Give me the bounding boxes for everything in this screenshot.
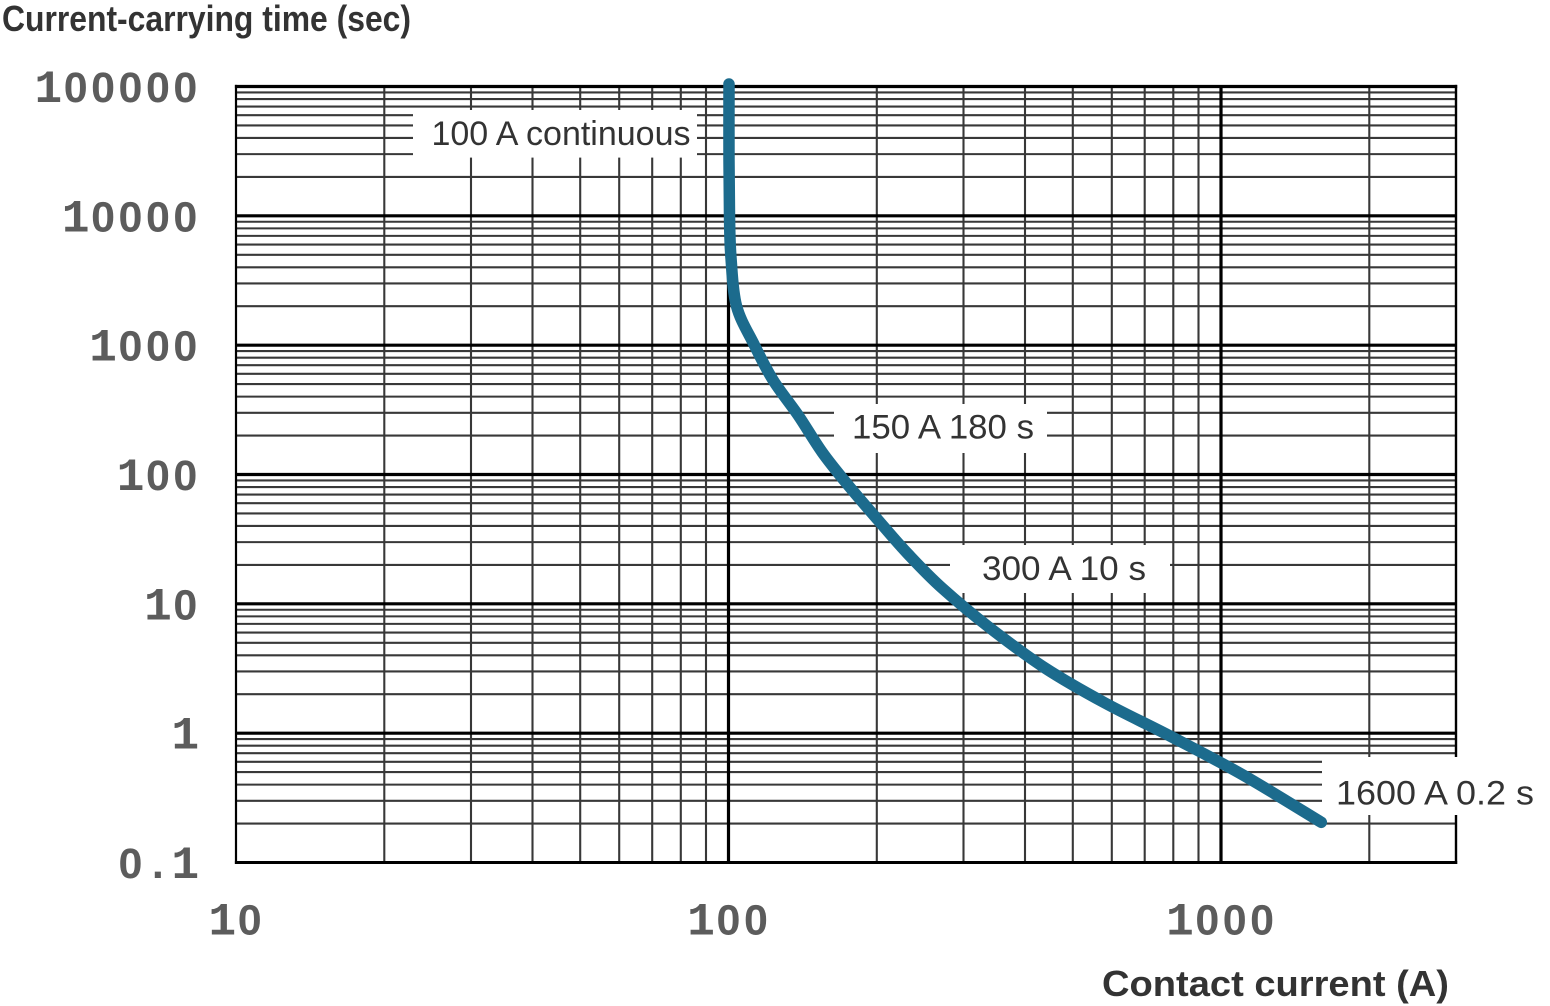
svg-text:1: 1 xyxy=(208,897,236,949)
svg-text:0: 0 xyxy=(173,64,197,112)
svg-text:0: 0 xyxy=(146,193,170,241)
svg-text:1: 1 xyxy=(117,452,145,504)
svg-text:0: 0 xyxy=(91,193,115,241)
svg-text:100 A continuous: 100 A continuous xyxy=(431,115,690,153)
svg-text:1: 1 xyxy=(1166,897,1194,949)
svg-text:0: 0 xyxy=(119,193,143,241)
svg-text:0: 0 xyxy=(717,897,741,945)
svg-text:1: 1 xyxy=(171,840,199,892)
svg-text:1: 1 xyxy=(34,64,62,116)
svg-text:0: 0 xyxy=(173,323,197,371)
svg-text:.: . xyxy=(152,840,164,888)
svg-text:0: 0 xyxy=(146,64,170,112)
svg-text:Current-carrying time (sec): Current-carrying time (sec) xyxy=(2,0,411,39)
svg-text:1: 1 xyxy=(89,323,117,375)
svg-text:0: 0 xyxy=(119,840,143,888)
svg-text:0: 0 xyxy=(1250,897,1274,945)
svg-text:0: 0 xyxy=(91,64,115,112)
svg-text:0: 0 xyxy=(1195,897,1219,945)
svg-text:0: 0 xyxy=(744,897,768,945)
svg-text:0: 0 xyxy=(1223,897,1247,945)
svg-text:300 A 10 s: 300 A 10 s xyxy=(982,550,1146,588)
svg-text:0: 0 xyxy=(146,452,170,500)
svg-text:1: 1 xyxy=(62,193,90,245)
svg-text:0: 0 xyxy=(173,193,197,241)
svg-text:0: 0 xyxy=(146,323,170,371)
svg-text:0: 0 xyxy=(119,323,143,371)
svg-text:Contact current (A): Contact current (A) xyxy=(1102,963,1449,1004)
svg-text:0: 0 xyxy=(173,581,197,629)
svg-text:0: 0 xyxy=(64,64,88,112)
svg-text:1600 A 0.2 s: 1600 A 0.2 s xyxy=(1336,775,1534,813)
svg-text:0: 0 xyxy=(173,452,197,500)
svg-text:1: 1 xyxy=(171,711,199,763)
svg-text:0: 0 xyxy=(119,64,143,112)
svg-text:150 A 180 s: 150 A 180 s xyxy=(852,409,1034,447)
svg-text:1: 1 xyxy=(144,581,172,633)
svg-text:0: 0 xyxy=(238,897,262,945)
svg-text:1: 1 xyxy=(687,897,715,949)
